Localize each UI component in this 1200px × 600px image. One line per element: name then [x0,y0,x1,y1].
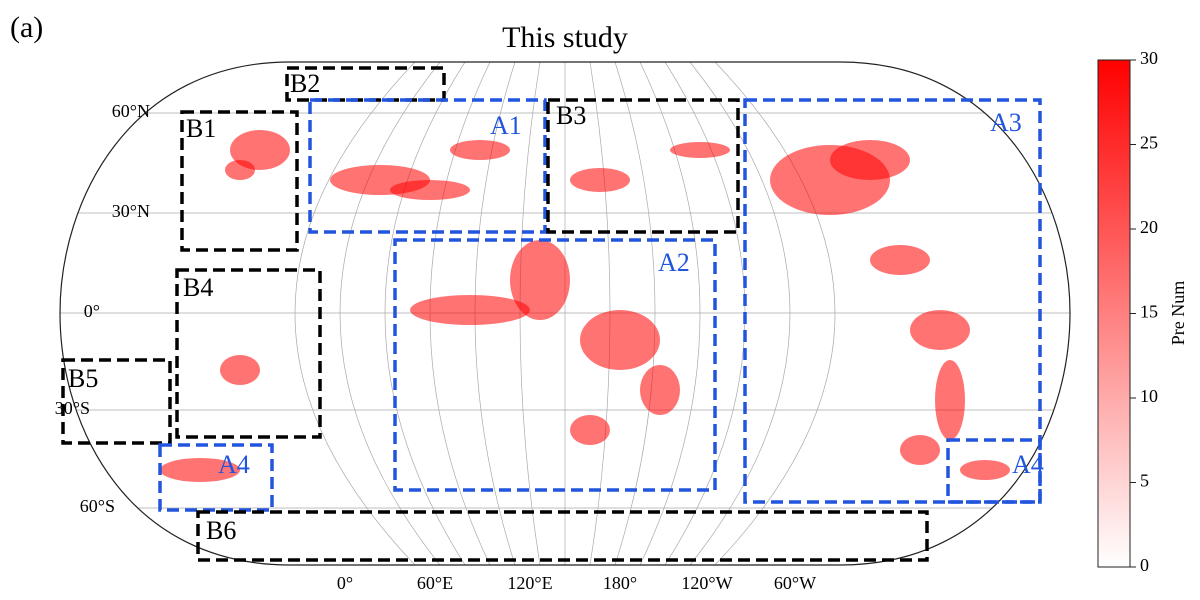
lon-label: 120°E [507,573,552,593]
lat-label: 60°N [112,101,150,121]
density-patch [410,295,530,325]
region-box [180,110,299,252]
region-box [546,98,740,234]
density-patch [510,240,570,320]
region-label: B6 [206,516,236,545]
colorbar-label: Pre Num [1168,281,1188,346]
density-patch [225,160,255,180]
density-patch [220,355,260,385]
region-label: A3 [990,108,1022,137]
density-patch [935,360,965,440]
density-patch [640,365,680,415]
colorbar-tick-label: 20 [1140,217,1158,237]
colorbar-tick-label: 25 [1140,133,1158,153]
lon-label: 120°W [681,573,732,593]
map-title: This study [502,21,628,54]
density-patch [870,245,930,275]
region-box [946,438,1042,504]
density-patch [450,140,510,160]
lat-label: 0° [84,301,100,321]
region-label: B2 [290,69,320,98]
region-box [308,98,547,234]
region-box [175,268,322,439]
region-box [393,238,717,492]
colorbar-tick-label: 0 [1140,555,1149,575]
region-box [196,510,929,562]
lon-label: 60°E [417,573,453,593]
meridian [384,62,466,565]
density-patch [570,168,630,192]
density-patch [830,140,910,180]
region-label: B4 [183,273,213,302]
region-box [158,443,274,512]
density-patch [960,460,1010,480]
region-label: A4 [218,450,250,479]
meridian [639,62,701,565]
region-label: A2 [658,248,690,277]
lon-label: 0° [337,573,353,593]
lon-label: 60°W [774,573,816,593]
density-patch [900,435,940,465]
colorbar-tick-label: 15 [1140,302,1158,322]
region-label: B5 [68,364,98,393]
density-patch [230,130,290,170]
lat-label: 30°S [55,398,90,418]
density-patch [910,310,970,350]
density-patch [390,180,470,200]
meridian [294,62,416,565]
region-label: B1 [186,114,216,143]
colorbar [1097,59,1131,568]
meridian [339,62,441,565]
density-patch [570,415,610,445]
density-patch [670,142,730,158]
meridian [714,62,836,565]
meridian [614,62,656,565]
density-patch [580,310,660,370]
lon-label: 180° [603,573,637,593]
colorbar-tick-label: 30 [1140,48,1158,68]
region-label: A4 [1012,450,1044,479]
lat-label: 30°N [112,201,150,221]
panel-label: (a) [10,11,43,44]
map-outline [59,61,1071,566]
region-box [743,98,1042,504]
colorbar-tick-label: 10 [1140,386,1158,406]
region-label: B3 [556,101,586,130]
region-box [61,358,172,445]
colorbar-tick-label: 5 [1140,471,1149,491]
density-patch [160,458,240,482]
lat-label: 60°S [80,496,115,516]
region-box [285,66,446,102]
region-label: A1 [490,111,522,140]
map-body [60,62,1070,565]
